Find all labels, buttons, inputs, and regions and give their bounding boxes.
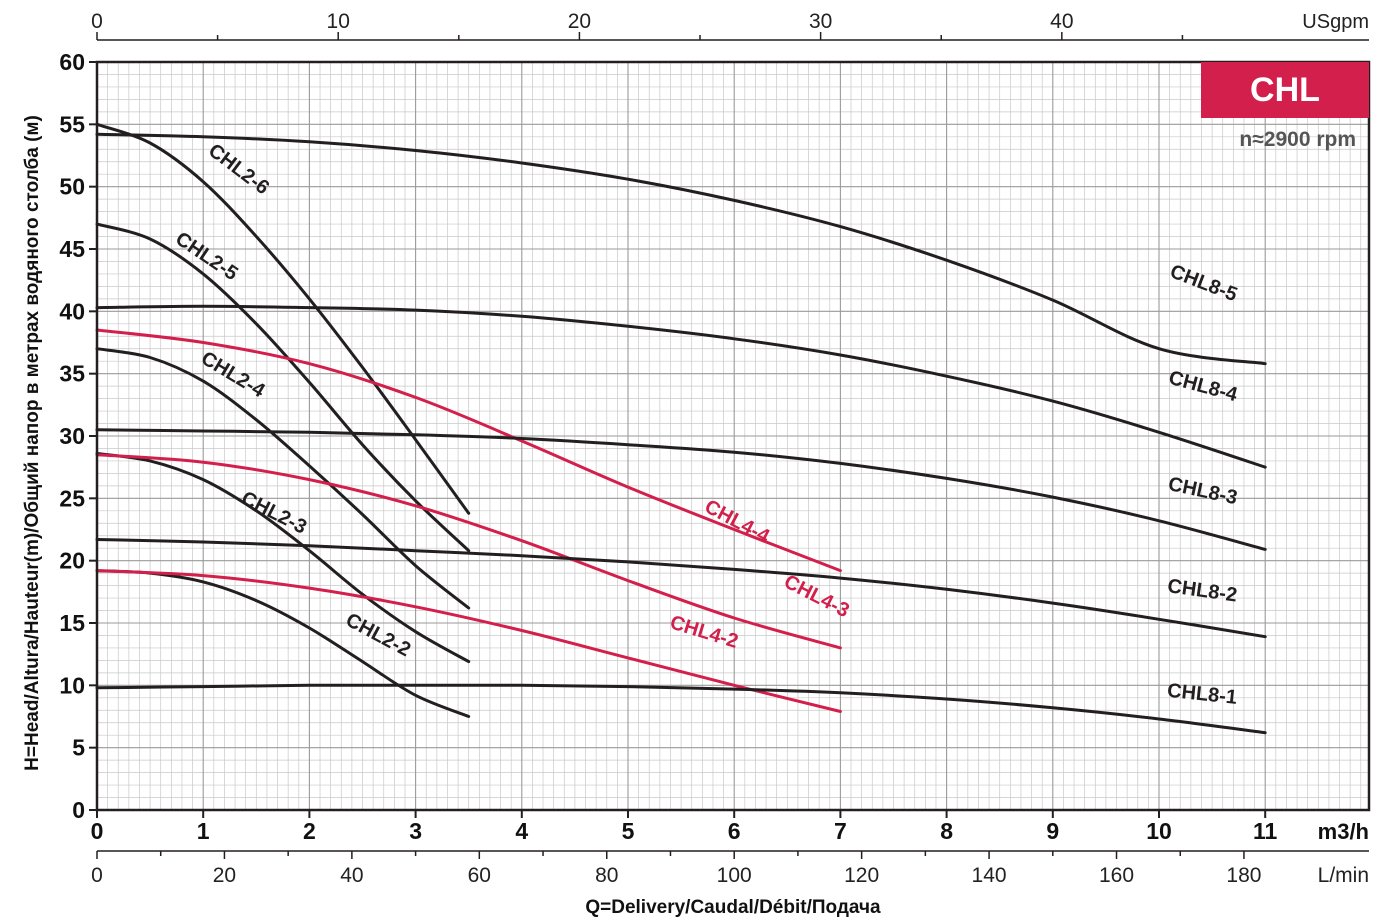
usgpm-unit-label: USgpm [1302, 11, 1369, 33]
x-tick-label: 11 [1253, 818, 1278, 844]
curve-chl2-4 [95, 347, 471, 610]
lmin-tick-label: 120 [844, 864, 879, 887]
model-badge-box [1201, 62, 1369, 118]
x-tick-label: 4 [515, 818, 528, 844]
x-tick-label: 3 [409, 818, 422, 844]
x-tick-label: 6 [728, 818, 741, 844]
curve-label-chl8-3: CHL8-3 [1166, 473, 1239, 509]
lmin-tick-label: 180 [1226, 864, 1261, 887]
curve-chl4-2 [95, 569, 842, 713]
pump-curves [95, 122, 1267, 735]
curve-chl2-3 [95, 452, 471, 664]
curve-chl8-5 [95, 132, 1267, 366]
y-tick-label: 10 [59, 672, 85, 698]
y-tick-label: 0 [72, 797, 85, 823]
y-tick-label: 15 [59, 610, 85, 636]
curve-chl2-5 [95, 222, 471, 553]
lmin-unit-label: L/min [1318, 864, 1369, 887]
y-tick-label: 55 [59, 111, 85, 137]
curve-chl4-3 [95, 453, 842, 650]
y-tick-label: 45 [59, 236, 85, 262]
y-tick-label: 20 [59, 548, 85, 574]
x-tick-label: 5 [622, 818, 635, 844]
lmin-tick-label: 140 [972, 864, 1007, 887]
y-tick-label: 30 [59, 423, 85, 449]
x-axis-title: Q=Delivery/Caudal/Débit/Подача [585, 897, 881, 918]
curve-label-chl8-2: CHL8-2 [1166, 575, 1238, 607]
curve-chl8-1 [95, 683, 1267, 735]
x-tick-label: 1 [197, 818, 210, 844]
usgpm-tick-label: 40 [1050, 10, 1073, 33]
x-tick-label: 9 [1046, 818, 1059, 844]
lmin-tick-label: 20 [213, 864, 236, 887]
lmin-tick-label: 100 [717, 864, 752, 887]
curve-chl8-3 [95, 428, 1267, 551]
curve-chl2-6 [95, 122, 471, 515]
lmin-tick-label: 40 [340, 864, 363, 887]
x-tick-label: 2 [303, 818, 316, 844]
curve-chl4-4 [95, 328, 842, 573]
x-tick-label: 10 [1146, 818, 1172, 844]
usgpm-tick-label: 10 [327, 10, 350, 33]
y-tick-label: 60 [59, 49, 85, 75]
curve-label-chl8-5: CHL8-5 [1167, 260, 1240, 306]
lmin-tick-label: 0 [91, 864, 103, 887]
lmin-tick-label: 160 [1099, 864, 1134, 887]
x-tick-label: 7 [834, 818, 847, 844]
lmin-tick-label: 80 [595, 864, 618, 887]
model-badge: CHL [1201, 62, 1369, 118]
curve-label-chl2-3: CHL2-3 [238, 487, 310, 538]
y-axis-title: H=Head/Altura/Hauteur(m)/Общий напор в м… [22, 115, 43, 771]
y-tick-label: 25 [59, 485, 85, 511]
curve-chl8-4 [95, 304, 1267, 469]
curve-label-chl2-4: CHL2-4 [197, 347, 269, 402]
model-badge-label: CHL [1250, 71, 1320, 109]
x-tick-label: 8 [940, 818, 953, 844]
usgpm-tick-label: 20 [568, 10, 591, 33]
curve-label-chl8-1: CHL8-1 [1166, 680, 1238, 709]
y-tick-label: 5 [72, 735, 85, 761]
y-axis-head: 0 5 10 15 20 25 30 35 40 45 50 55 60 [59, 49, 97, 823]
curve-chl8-2 [95, 538, 1267, 639]
x-unit-label: m3/h [1318, 819, 1369, 844]
x-axis-m3h: 0 1 2 3 4 5 6 7 8 9 10 11 m3/h [91, 810, 1369, 844]
y-tick-label: 35 [59, 361, 85, 387]
y-tick-label: 40 [59, 298, 85, 324]
curve-label-chl8-4: CHL8-4 [1166, 367, 1240, 407]
y-tick-label: 50 [59, 174, 85, 200]
lmin-tick-label: 60 [468, 864, 491, 887]
x-tick-label: 0 [91, 818, 104, 844]
usgpm-tick-label: 0 [91, 10, 103, 33]
top-axis-usgpm: 0 10 20 30 40 USgpm [91, 10, 1369, 41]
usgpm-tick-label: 30 [809, 10, 832, 33]
bottom-axis-lmin: 0 20 40 60 80 100 120 140 160 180 L/min [91, 850, 1369, 887]
rpm-label: n≈2900 rpm [1239, 128, 1356, 151]
